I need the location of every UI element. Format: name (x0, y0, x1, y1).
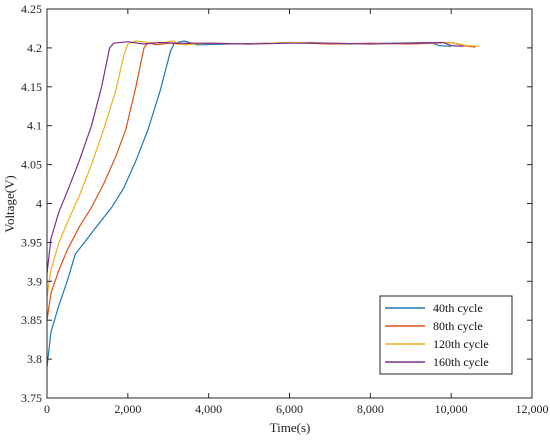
y-tick-label: 4.15 (21, 80, 42, 94)
legend-label: 160th cycle (433, 355, 489, 369)
axes-layer: 0 2,000 4,000 6,000 8,000 10,000 12,000 3.75 3.8… (21, 2, 549, 416)
y-tick-label: 3.8 (27, 352, 42, 366)
x-tick-label: 10,000 (435, 402, 468, 416)
y-tick-label: 4.1 (27, 119, 42, 133)
y-axis-title: Voltage(V) (2, 175, 17, 233)
y-tick-label: 3.9 (27, 274, 42, 288)
y-tick-label: 4.05 (21, 158, 42, 172)
y-tick-label: 3.75 (21, 391, 42, 405)
x-tick-label: 0 (44, 402, 50, 416)
y-tick-label: 4 (36, 197, 42, 211)
legend-label: 120th cycle (433, 337, 489, 351)
x-tick-label: 2,000 (114, 402, 141, 416)
series-line-160th-cycle (46, 41, 464, 274)
legend-box (379, 295, 513, 375)
y-tick-label: 3.85 (21, 313, 42, 327)
x-tick-label: 4,000 (195, 402, 222, 416)
legend: 40th cycle 80th cycle 120th cycle 160th cyc… (379, 295, 513, 375)
y-tick-label: 4.2 (27, 41, 42, 55)
x-tick-label: 6,000 (276, 402, 303, 416)
series-layer (46, 40, 480, 367)
x-axis-title: Time(s) (270, 420, 311, 435)
plot-frame (46, 8, 533, 399)
x-tick-label: 12,000 (516, 402, 549, 416)
y-tick-label: 4.25 (21, 2, 42, 16)
legend-label: 80th cycle (433, 319, 483, 333)
legend-label: 40th cycle (433, 301, 483, 315)
y-tick-label: 3.95 (21, 235, 42, 249)
x-tick-label: 8,000 (357, 402, 384, 416)
